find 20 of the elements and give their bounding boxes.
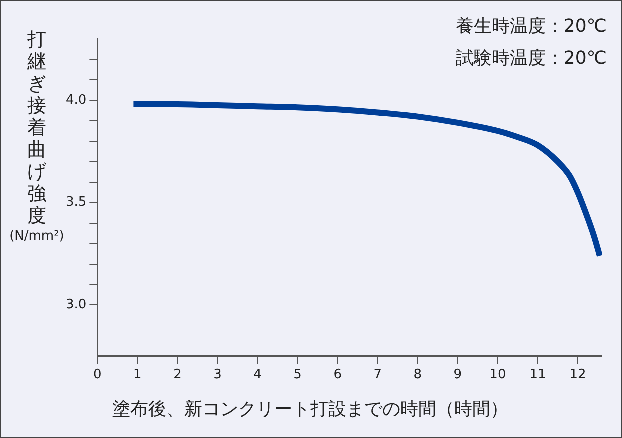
x-tick-label: 11 [530, 368, 546, 383]
text: 養生時温度：20℃ [456, 15, 607, 39]
x-tick-label: 0 [94, 368, 102, 383]
x-axis-title: 塗布後、新コンクリート打設までの時間（時間） [112, 398, 510, 421]
x-tick-label: 7 [374, 368, 382, 383]
x-tick-label: 4 [254, 368, 262, 383]
x-tick-label: 10 [490, 368, 506, 383]
x-tick-label: 9 [454, 368, 462, 383]
y-tick-label: 4.0 [66, 92, 87, 108]
x-tick-label: 1 [134, 368, 142, 383]
annotation: 試験時温度：20℃ [456, 47, 607, 71]
y-tick-label: 3.0 [66, 298, 87, 313]
x-tick-label: 3 [214, 368, 222, 383]
y-tick-label: 3.5 [66, 195, 87, 210]
x-tick-label: 12 [570, 368, 586, 383]
x-tick-label: 6 [334, 368, 342, 383]
x-tick-label: 2 [174, 368, 182, 383]
x-tick-label: 5 [294, 368, 302, 383]
x-tick-label: 8 [414, 368, 422, 383]
text: 打継ぎ接着曲げ強度(N/mm²) [10, 29, 64, 244]
